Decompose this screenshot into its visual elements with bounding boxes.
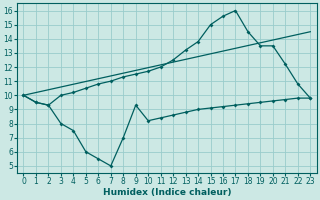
X-axis label: Humidex (Indice chaleur): Humidex (Indice chaleur) bbox=[103, 188, 231, 197]
